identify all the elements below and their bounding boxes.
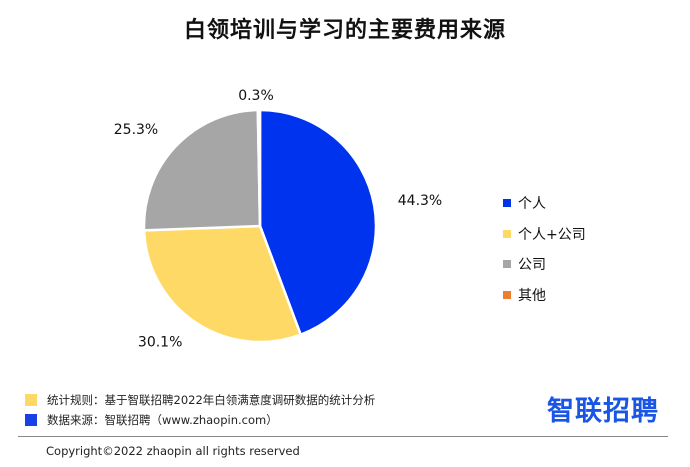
legend-swatch xyxy=(503,229,511,238)
legend-item: 其他 xyxy=(503,287,586,304)
pie-slice xyxy=(142,224,303,344)
footer-divider xyxy=(18,436,668,437)
legend: 个人个人+公司公司其他 xyxy=(503,195,586,317)
legend-item: 个人+公司 xyxy=(503,226,586,243)
legend-label: 个人 xyxy=(518,196,546,212)
legend-item: 个人 xyxy=(503,195,586,212)
data-source-text: 数据来源：智联招聘（www.zhaopin.com） xyxy=(47,413,278,427)
chart-title: 白领培训与学习的主要费用来源 xyxy=(183,18,506,43)
legend-item: 公司 xyxy=(503,256,586,273)
slice-data-label: 44.3% xyxy=(398,193,442,209)
legend-label: 个人+公司 xyxy=(518,226,586,243)
legend-swatch xyxy=(503,290,511,299)
pie-slice xyxy=(256,108,262,227)
pie-slice xyxy=(258,108,378,337)
legend-label: 公司 xyxy=(518,257,546,273)
data-source-note: 数据来源：智联招聘（www.zhaopin.com） xyxy=(25,412,278,428)
zhaopin-logo: 智联招聘 xyxy=(547,396,659,427)
data-source-swatch xyxy=(25,414,37,426)
stat-rule-note: 统计规则：基于智联招聘2022年白领满意度调研数据的统计分析 xyxy=(25,392,375,408)
stat-rule-swatch xyxy=(25,394,37,406)
pie-chart: 44.3% 30.1% 25.3% 0.3% xyxy=(114,88,442,351)
legend-label: 其他 xyxy=(518,287,546,304)
copyright-text: Copyright©2022 zhaopin all rights reserv… xyxy=(46,444,300,458)
slice-data-label: 25.3% xyxy=(114,122,158,138)
stat-rule-text: 统计规则：基于智联招聘2022年白领满意度调研数据的统计分析 xyxy=(47,393,376,407)
slice-data-label: 30.1% xyxy=(138,335,182,351)
pie-slice xyxy=(142,108,262,232)
slice-data-label: 0.3% xyxy=(238,88,274,104)
legend-swatch xyxy=(503,199,511,207)
legend-swatch xyxy=(503,260,511,268)
